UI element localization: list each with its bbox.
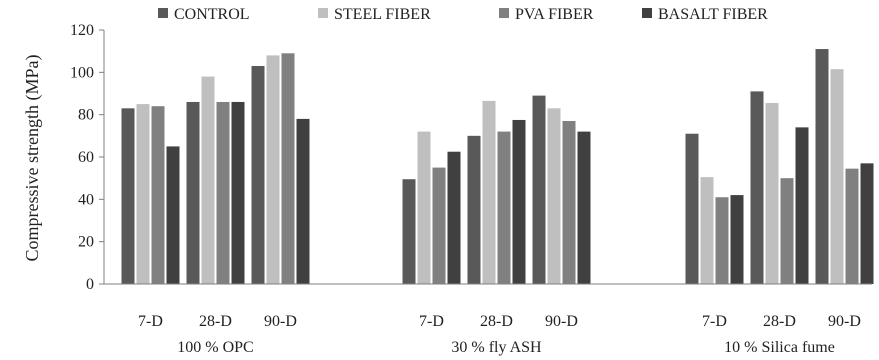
bar-pva-fiber bbox=[780, 178, 794, 284]
y-tick-label: 100 bbox=[70, 64, 94, 81]
x-tick-label: 7-D bbox=[702, 313, 727, 330]
legend-label: PVA FIBER bbox=[515, 6, 594, 23]
bar-control bbox=[750, 91, 764, 284]
x-tick-label: 7-D bbox=[419, 313, 444, 330]
bar-control bbox=[402, 179, 416, 284]
bar-pva-fiber bbox=[432, 167, 446, 284]
y-axis: 0 20 40 60 80 100 120 bbox=[70, 22, 105, 293]
bar-control bbox=[121, 108, 135, 284]
bar-control bbox=[467, 135, 481, 284]
bar-basalt-fiber bbox=[577, 131, 591, 284]
bar-steel-fiber bbox=[136, 104, 150, 284]
bar-steel-fiber bbox=[700, 177, 714, 284]
bar-control bbox=[815, 49, 829, 284]
legend-label: STEEL FIBER bbox=[334, 6, 431, 23]
bar-control bbox=[532, 95, 546, 284]
bar-basalt-fiber bbox=[795, 127, 809, 284]
group-label: 100 % OPC bbox=[177, 339, 253, 356]
legend-swatch bbox=[642, 8, 652, 18]
group-label: 30 % fly ASH bbox=[451, 339, 542, 356]
y-tick-label: 20 bbox=[78, 234, 94, 251]
bar-basalt-fiber bbox=[166, 146, 180, 284]
legend: CONTROL STEEL FIBER PVA FIBER BASALT FIBER bbox=[158, 6, 768, 23]
bars bbox=[121, 49, 874, 285]
group-label: 10 % Silica fume bbox=[724, 339, 835, 356]
bar-basalt-fiber bbox=[730, 195, 744, 284]
bar-steel-fiber bbox=[201, 76, 215, 284]
bar-control bbox=[685, 133, 699, 284]
bar-pva-fiber bbox=[151, 106, 165, 284]
y-tick-label: 40 bbox=[78, 191, 94, 208]
bar-basalt-fiber bbox=[447, 151, 461, 284]
bar-pva-fiber bbox=[281, 53, 295, 285]
bar-steel-fiber bbox=[417, 131, 431, 284]
y-tick-label: 120 bbox=[70, 22, 94, 39]
y-tick-label: 80 bbox=[78, 107, 94, 124]
x-tick-label: 28-D bbox=[199, 313, 232, 330]
x-tick-label: 28-D bbox=[763, 313, 796, 330]
bar-control bbox=[251, 65, 265, 284]
y-axis-title: Compressive strength (MPa) bbox=[22, 55, 43, 262]
legend-swatch bbox=[158, 8, 168, 18]
bar-basalt-fiber bbox=[512, 119, 526, 284]
bar-steel-fiber bbox=[482, 100, 496, 285]
bar-pva-fiber bbox=[715, 197, 729, 284]
x-tick-label: 7-D bbox=[138, 313, 163, 330]
bar-steel-fiber bbox=[266, 55, 280, 285]
legend-swatch bbox=[499, 8, 509, 18]
x-tick-label: 90-D bbox=[545, 313, 578, 330]
bar-basalt-fiber bbox=[231, 101, 245, 284]
x-tick-label: 90-D bbox=[828, 313, 861, 330]
bar-control bbox=[186, 101, 200, 284]
legend-label: CONTROL bbox=[174, 6, 250, 23]
bar-pva-fiber bbox=[562, 121, 576, 285]
y-tick-label: 0 bbox=[86, 276, 94, 293]
bar-pva-fiber bbox=[845, 168, 859, 284]
bar-basalt-fiber bbox=[860, 163, 874, 284]
legend-label: BASALT FIBER bbox=[658, 6, 768, 23]
bar-steel-fiber bbox=[547, 108, 561, 284]
bar-pva-fiber bbox=[497, 131, 511, 284]
bar-steel-fiber bbox=[765, 103, 779, 285]
y-tick-label: 60 bbox=[78, 149, 94, 166]
legend-swatch bbox=[318, 8, 328, 18]
bar-basalt-fiber bbox=[296, 118, 310, 285]
x-tick-label: 90-D bbox=[264, 313, 297, 330]
x-tick-label: 28-D bbox=[480, 313, 513, 330]
bar-pva-fiber bbox=[216, 101, 230, 284]
bar-steel-fiber bbox=[830, 69, 844, 285]
